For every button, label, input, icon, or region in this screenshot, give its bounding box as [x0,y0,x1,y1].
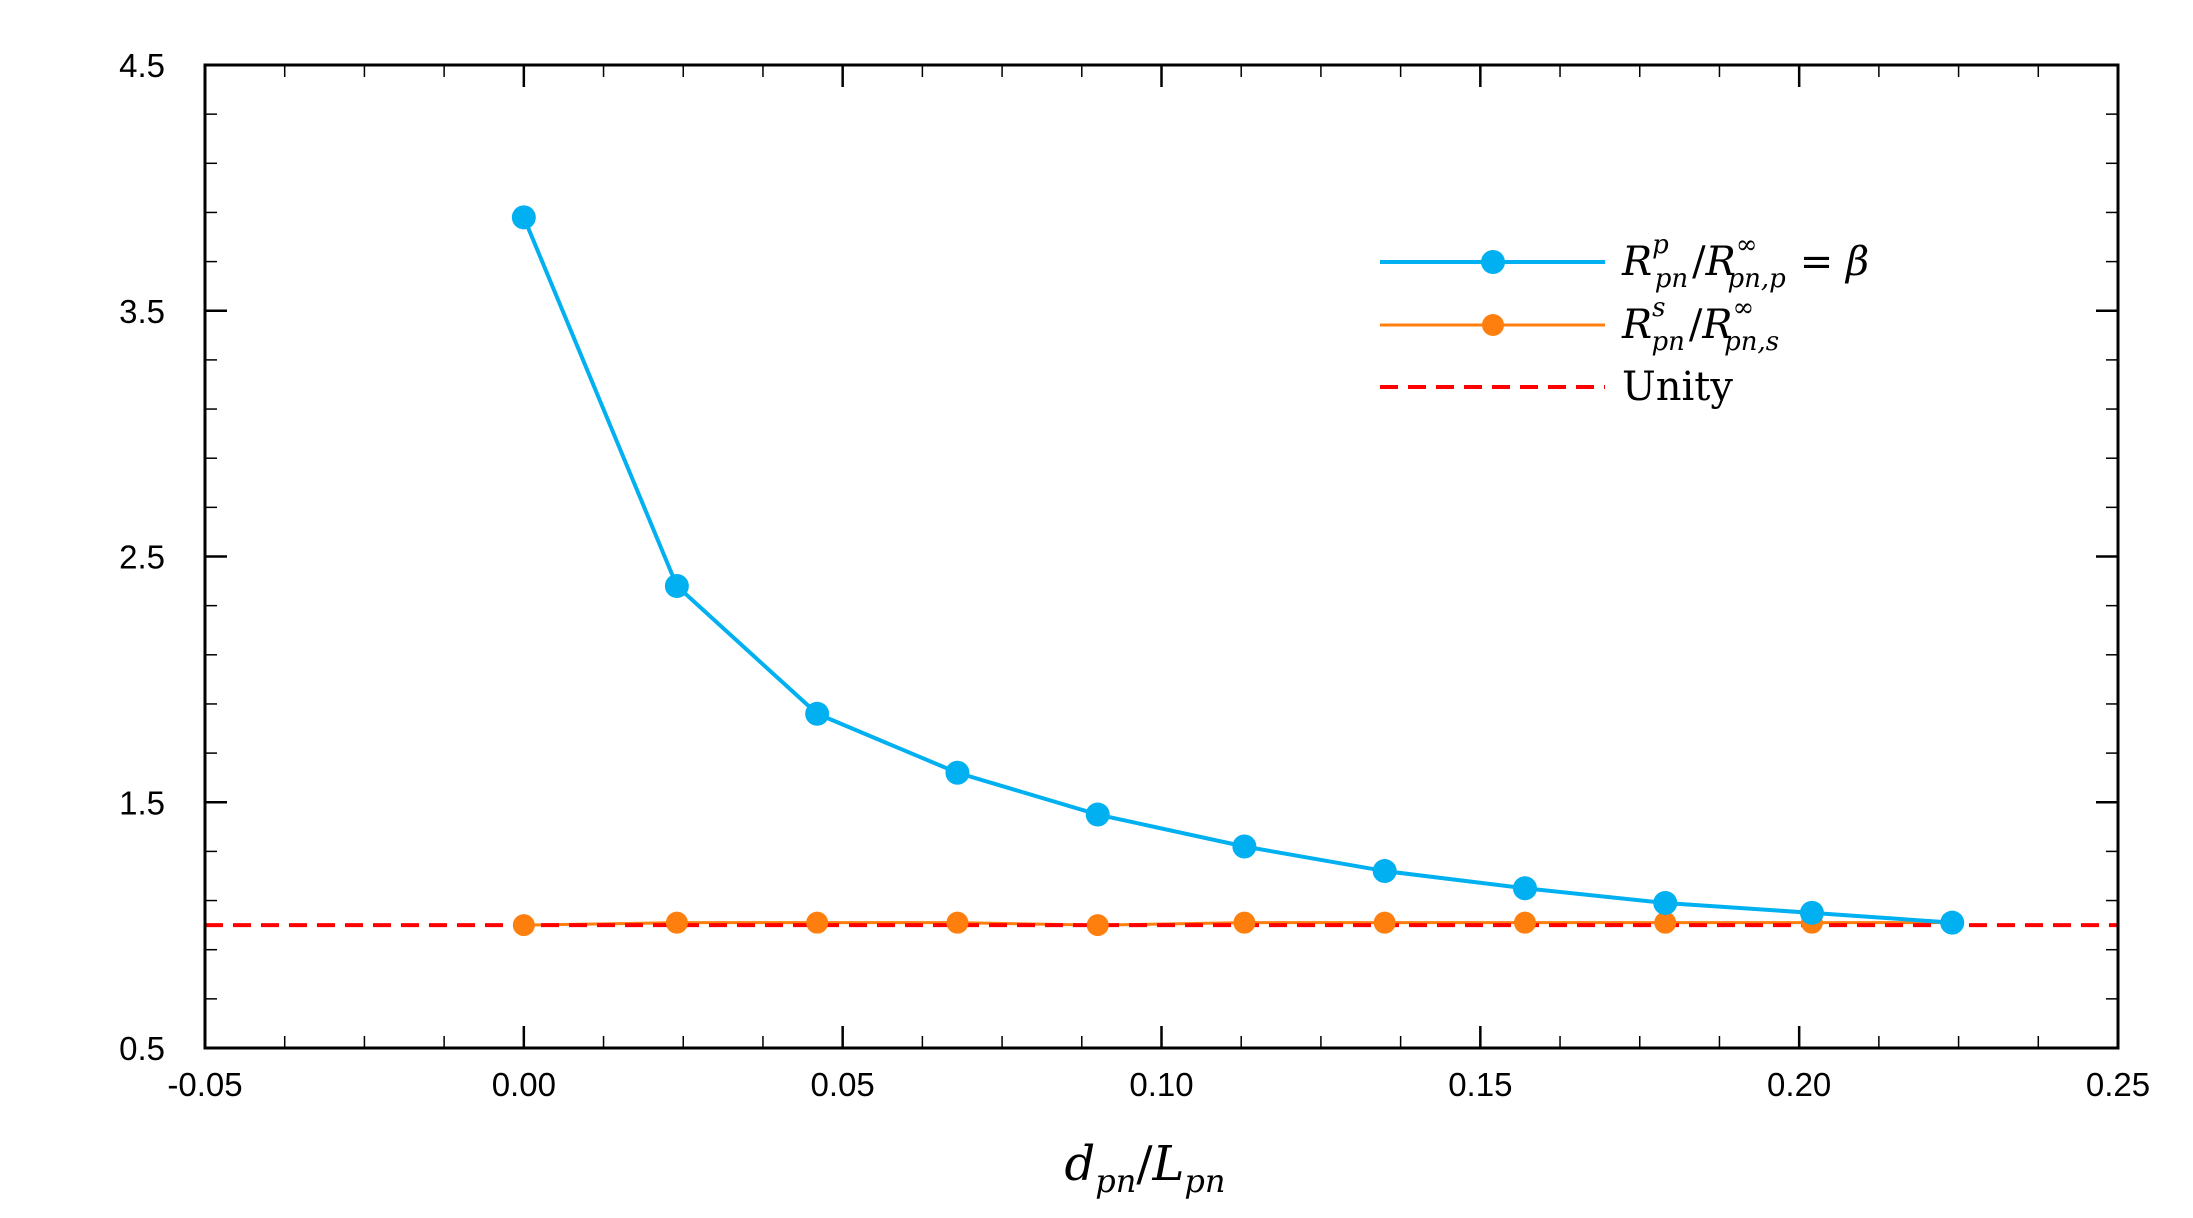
x-tick-label: 0.15 [1448,1066,1512,1103]
major-ticks [203,63,2120,1050]
data-point-s [1513,911,1536,934]
legend-marker-beta [1481,250,1505,274]
x-axis-title-part: d [1065,1136,1096,1192]
x-axis-title: dpn/Lpn [1065,1136,1226,1200]
data-point-s [946,911,969,934]
x-axis-title-part: L [1152,1136,1185,1192]
legend-label-part: ∞ [1732,293,1754,323]
legend-label-part: pn,s [1724,327,1779,357]
legend-label-unity: Unity [1622,364,1733,410]
data-point-beta [511,205,536,230]
data-point-beta [1372,859,1397,884]
legend-label-part: / [1692,239,1706,285]
plot-frame [203,63,2120,1050]
x-axis-title-part: / [1136,1136,1153,1192]
legend-entry-unity: Unity [1380,364,1733,410]
data-point-beta [664,573,689,598]
y-tick-label: 1.5 [119,784,165,821]
data-point-beta [1512,876,1537,901]
x-axis-title-part: pn [1095,1162,1136,1200]
data-point-beta [1940,910,1965,935]
x-tick-label: 0.10 [1129,1066,1193,1103]
series-layer [205,205,2118,937]
x-tick-label: 0.20 [1767,1066,1831,1103]
legend: Rp pn/R∞ pn,p = β Rs pn/R∞ pn,s Unity [1380,230,1869,410]
x-tick-label: 0.00 [492,1066,556,1103]
tick-labels: -0.05 0.00 0.05 0.10 0.15 0.20 0.25 0.5 1.5 2.5 3.… [119,47,2150,1103]
legend-label-s: Rs pn/R∞ pn,s [1621,293,1779,357]
y-tick-label: 2.5 [119,539,165,576]
data-point-beta [1085,802,1110,827]
data-point-s [512,914,535,937]
y-tick-label: 4.5 [119,47,165,84]
x-tick-label: -0.05 [167,1066,242,1103]
y-tick-label: 0.5 [119,1030,165,1067]
data-point-s [806,911,829,934]
legend-label-part: pn [1655,264,1688,294]
legend-label-part: R [1705,239,1736,285]
data-point-beta [945,760,970,785]
legend-marker-s [1482,314,1504,336]
legend-label-part: ∞ [1736,230,1758,260]
legend-label-part: p [1652,230,1669,260]
legend-entry-s: Rs pn/R∞ pn,s [1380,293,1779,357]
data-point-beta [1653,891,1678,916]
data-point-s [1654,911,1677,934]
data-point-s [1086,914,1109,937]
legend-label-part: R [1621,302,1652,348]
legend-label-part: / [1689,302,1703,348]
data-point-s [1233,911,1256,934]
data-point-s [665,911,688,934]
x-tick-label: 0.25 [2086,1066,2150,1103]
data-point-s [1373,911,1396,934]
legend-label-part: s [1652,293,1665,323]
legend-label-beta: Rp pn/R∞ pn,p = β [1621,230,1869,294]
minor-ticks [205,65,2118,1048]
legend-label-part: R [1621,239,1652,285]
data-point-beta [805,701,830,726]
x-axis-title-part: pn [1184,1162,1225,1200]
data-point-beta [1232,834,1257,859]
y-tick-label: 3.5 [119,293,165,330]
legend-label-part: R [1701,302,1732,348]
legend-label-part: pn [1651,327,1684,357]
data-point-beta [1799,900,1824,925]
legend-label-part: pn,p [1727,264,1786,294]
x-tick-label: 0.05 [811,1066,875,1103]
legend-entry-beta: Rp pn/R∞ pn,p = β [1380,230,1869,294]
legend-label-part: = β [1800,239,1869,285]
series-line-beta [521,216,1953,925]
